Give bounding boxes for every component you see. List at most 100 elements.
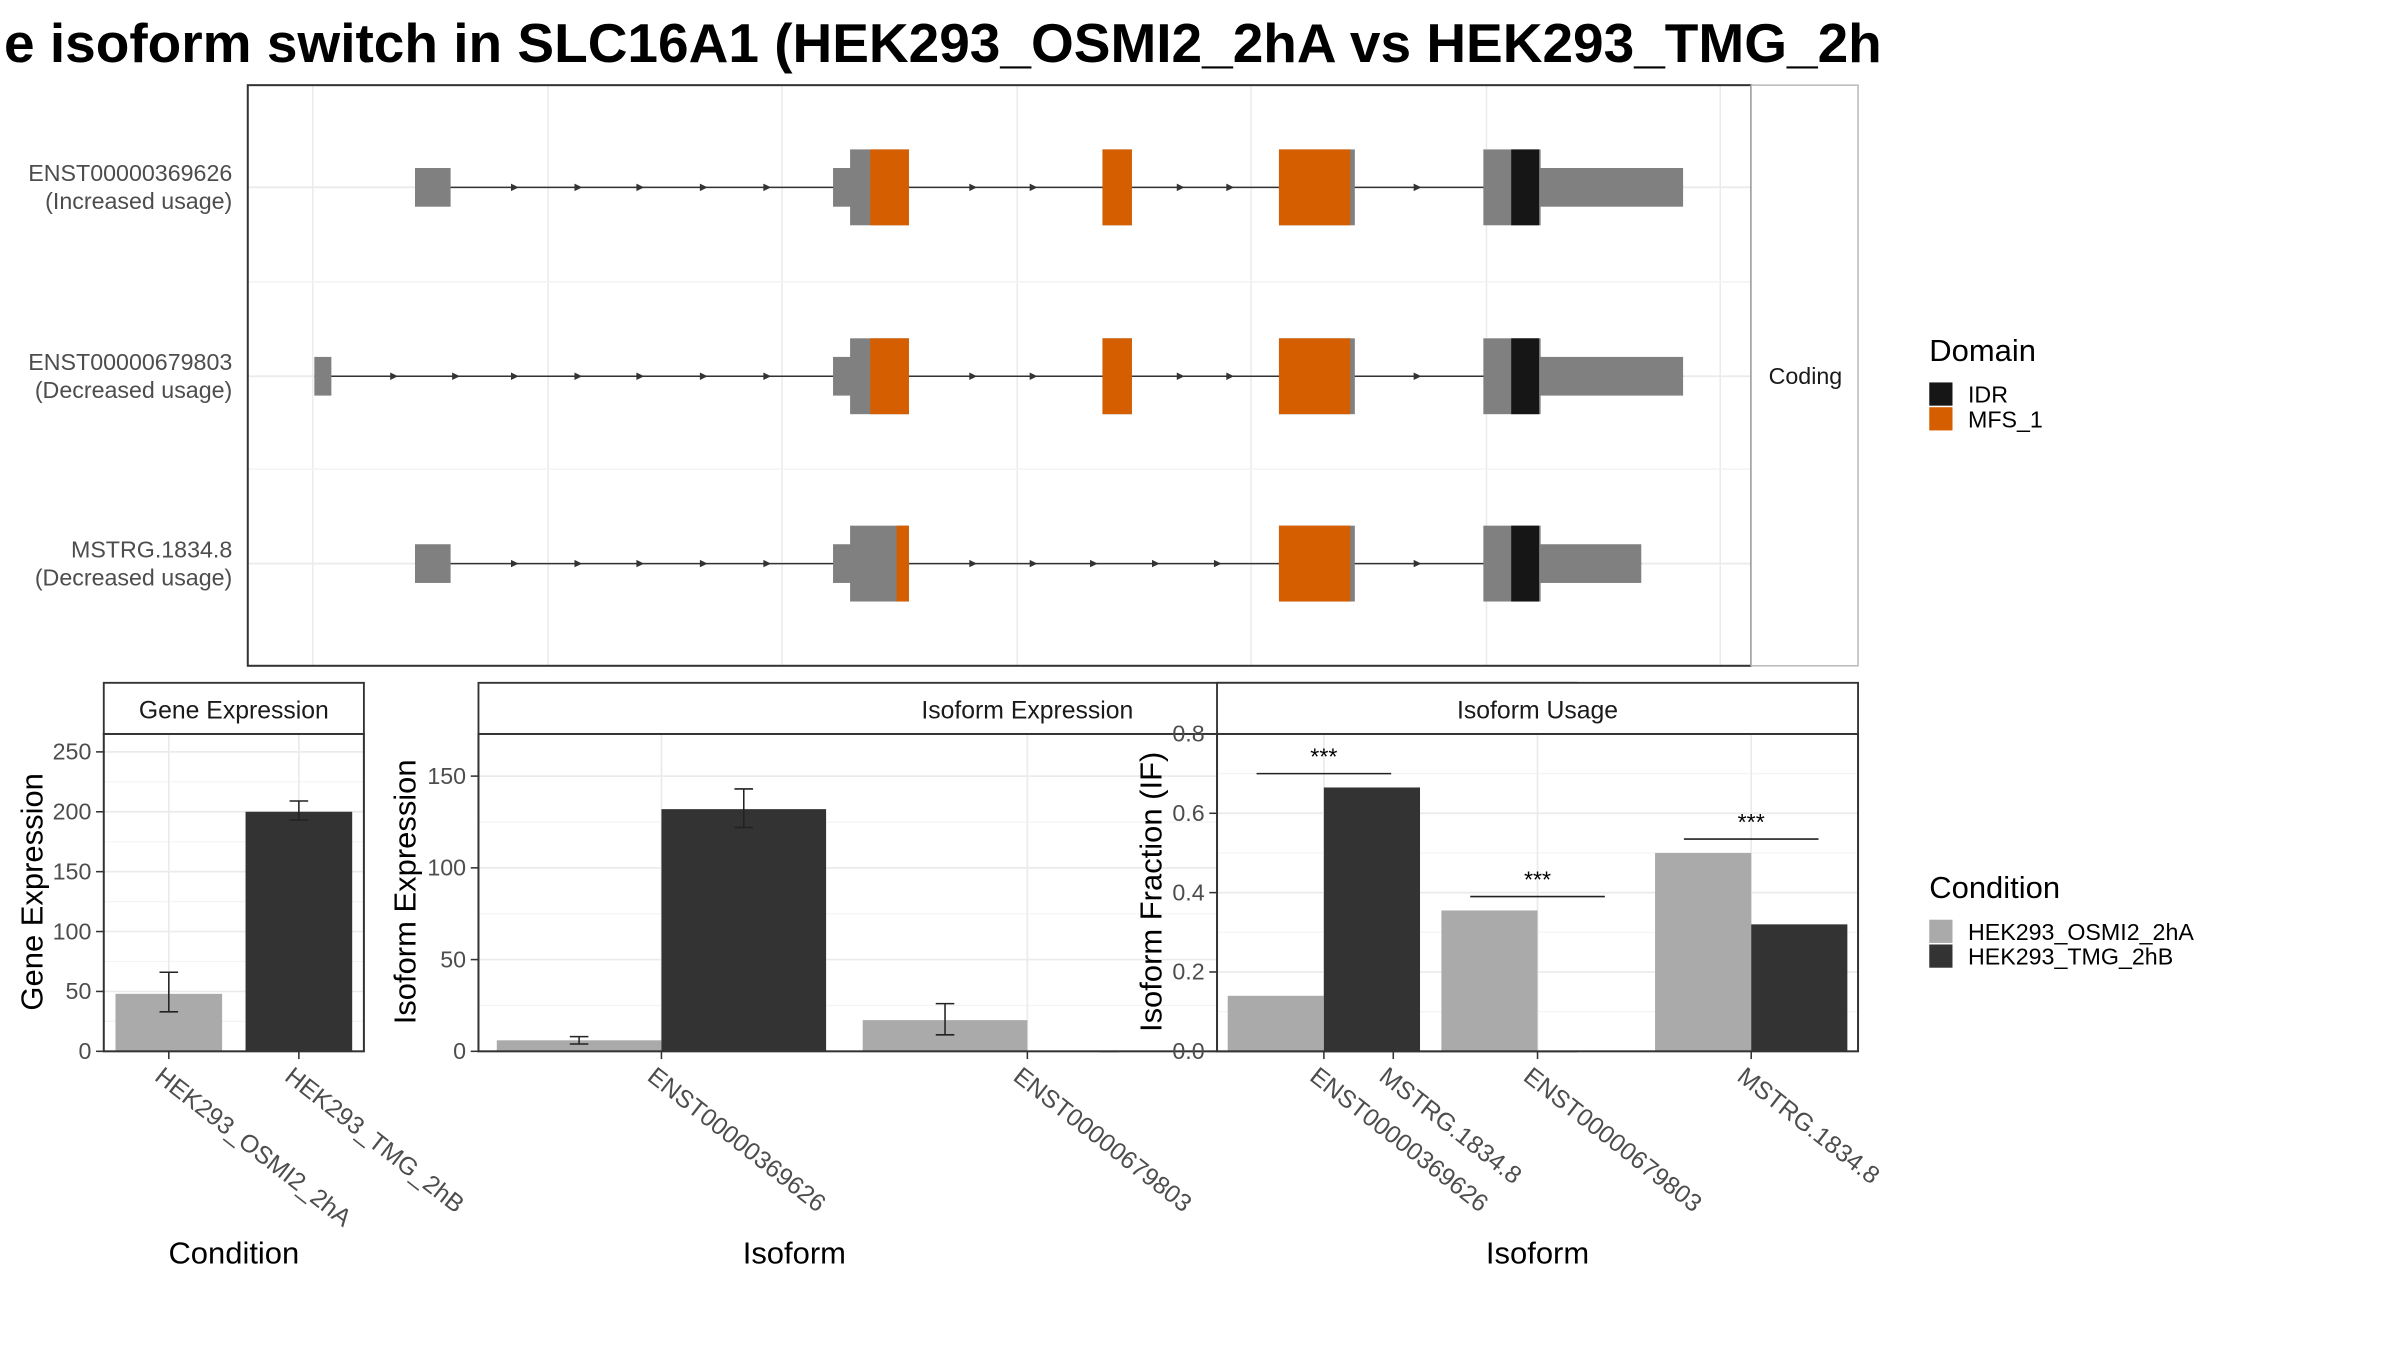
y-axis-title: Gene Expression (14, 773, 49, 1010)
significance-label: *** (1738, 809, 1765, 835)
utr-exon (1539, 544, 1642, 583)
chart-strip (1216, 681, 1859, 735)
mfs-domain (870, 338, 909, 415)
bar (1441, 910, 1538, 1052)
intron-arrow (1090, 559, 1098, 568)
facet-strip-label: Coding (1769, 363, 1843, 389)
intron-arrow (452, 372, 460, 380)
domain-legend-key (1929, 382, 1953, 406)
isoform-track-ENST00000679803: ENST00000679803(Decreased usage) (28, 338, 1752, 415)
y-tick-label: 0 (78, 1038, 91, 1064)
utr-exon (833, 544, 854, 583)
intron-arrow (1413, 372, 1422, 380)
significance-label: *** (1524, 866, 1551, 892)
intron-arrow (969, 559, 978, 568)
intron-arrow (969, 183, 978, 192)
intron-arrow (699, 372, 708, 380)
isoform-id-label: ENST00000679803 (28, 349, 232, 375)
condition-legend-key (1929, 944, 1953, 968)
intron-arrow (636, 372, 645, 380)
mfs-domain (1278, 338, 1351, 415)
intron-arrow (574, 372, 583, 380)
mfs-domain (1278, 149, 1351, 226)
mfs-domain (1278, 525, 1351, 602)
intron-arrow (1226, 183, 1235, 192)
x-axis-title: Isoform (1486, 1235, 1589, 1270)
intron-arrow (1176, 183, 1185, 192)
intron-arrow (763, 559, 772, 568)
intron-arrow (1226, 372, 1235, 380)
intron-arrow (574, 183, 583, 192)
intron-arrow (510, 559, 519, 568)
significance-label: *** (1310, 743, 1337, 769)
intron-arrow (1029, 372, 1038, 380)
y-tick-label: 150 (427, 763, 466, 789)
condition-legend-title: Condition (1929, 870, 2060, 905)
bar (245, 811, 353, 1052)
intron-arrow (699, 559, 708, 568)
intron-arrow (636, 559, 645, 568)
intron-arrow (574, 559, 583, 568)
y-axis-title: Isoform Expression (387, 759, 422, 1024)
idr-domain (1511, 525, 1540, 602)
domain-legend-label: IDR (1968, 382, 2008, 408)
x-tick-label: ENST00000679803 (1008, 1063, 1196, 1218)
figure-title: e isoform switch in SLC16A1 (HEK293_OSMI… (4, 12, 1882, 74)
y-tick-label: 0.6 (1172, 800, 1204, 826)
domain-legend-key (1929, 407, 1953, 431)
x-tick-label: MSTRG.1834.8 (1732, 1063, 1884, 1190)
mfs-domain (870, 149, 909, 226)
y-tick-label: 0.8 (1172, 721, 1204, 747)
bar-chart-gene-expression: Gene Expression050100150200250HEK293_OSM… (14, 681, 469, 1270)
intron-arrow (1029, 183, 1038, 192)
condition-legend-key (1929, 919, 1953, 943)
domain-legend-label: MFS_1 (1968, 406, 2043, 432)
x-axis-title: Condition (168, 1235, 299, 1270)
mfs-domain (1102, 338, 1132, 415)
y-tick-label: 50 (440, 946, 466, 972)
intron-arrow (699, 183, 708, 192)
y-tick-label: 50 (66, 978, 92, 1004)
x-axis-title: Isoform (743, 1235, 846, 1270)
y-tick-label: 150 (53, 858, 92, 884)
intron-arrow (1176, 372, 1185, 380)
intron-arrow (1029, 559, 1038, 568)
utr-exon (1539, 356, 1684, 396)
domain-legend-title: Domain (1929, 333, 2036, 368)
isoform-id-label: ENST00000369626 (28, 160, 232, 186)
intron-arrow (969, 372, 978, 380)
y-tick-label: 0.4 (1172, 879, 1204, 905)
utr-exon (314, 356, 332, 396)
intron-arrow (390, 372, 398, 380)
y-tick-label: 0 (453, 1038, 466, 1064)
bar (661, 809, 827, 1052)
chart-strip-title: Isoform Usage (1457, 697, 1618, 724)
intron-arrow (763, 183, 772, 192)
utr-exon (833, 356, 854, 396)
y-tick-label: 250 (53, 739, 92, 765)
mfs-domain (1102, 149, 1132, 226)
isoform-usage-label: (Decreased usage) (35, 564, 232, 590)
utr-exon (414, 167, 451, 207)
structure-panel: ENST00000369626(Increased usage)ENST0000… (28, 84, 1859, 667)
bar (1323, 787, 1421, 1052)
isoform-id-label: MSTRG.1834.8 (71, 536, 232, 562)
intron-arrow (510, 183, 519, 192)
x-tick-label: ENST00000679803 (1518, 1063, 1706, 1218)
chart-strip-title: Isoform Expression (921, 697, 1133, 724)
y-tick-label: 100 (427, 855, 466, 881)
intron-arrow (510, 372, 519, 380)
y-tick-label: 200 (53, 799, 92, 825)
facet-strip (1750, 84, 1859, 667)
chart-strip (102, 681, 365, 735)
x-tick-label: ENST00000369626 (642, 1063, 830, 1218)
intron-arrow (636, 183, 645, 192)
utr-exon (1539, 167, 1684, 207)
isoform-track-MSTRG.1834.8: MSTRG.1834.8(Decreased usage) (35, 525, 1752, 602)
idr-domain (1511, 149, 1540, 226)
bar (1227, 995, 1324, 1052)
intron-arrow (763, 372, 772, 380)
